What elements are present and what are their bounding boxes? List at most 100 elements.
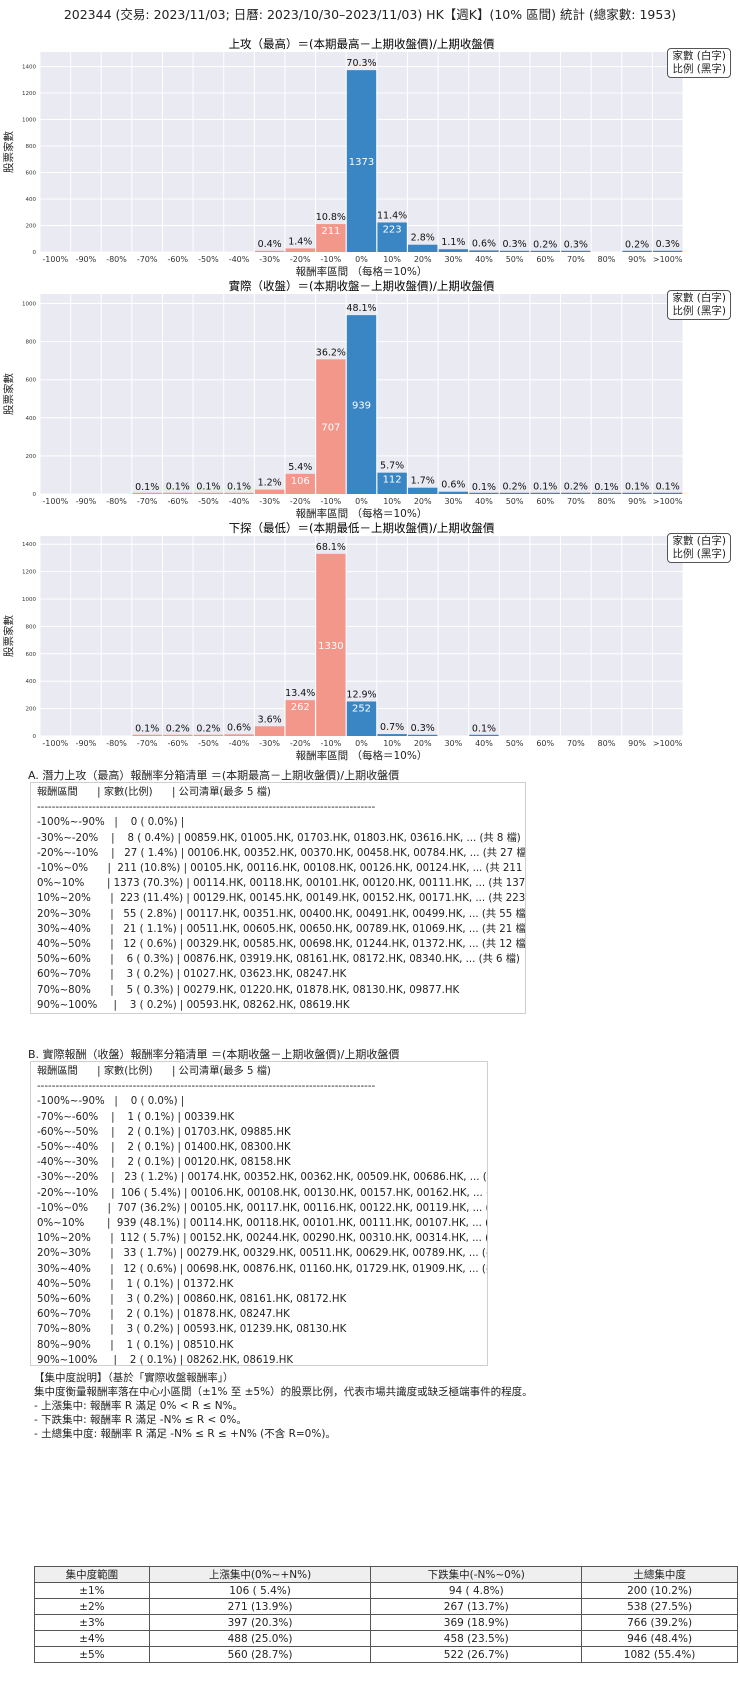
list-item: -100%~-90% | 0 ( 0.0%) | bbox=[37, 817, 185, 829]
list-item: 0%~10% | 1373 (70.3%) | 00114.HK, 00118.… bbox=[37, 878, 526, 890]
x-tick-label: -30% bbox=[259, 497, 280, 506]
table-cell: ±1% bbox=[34, 1582, 150, 1599]
x-tick-label: 70% bbox=[567, 497, 585, 506]
bar bbox=[438, 491, 469, 494]
x-tick-label: -20% bbox=[290, 255, 311, 264]
y-tick-label: 1400 bbox=[22, 542, 36, 548]
x-tick-label: -70% bbox=[137, 739, 158, 748]
list-item: 報酬區間 | 家數(比例) | 公司清單(最多 5 檔) bbox=[37, 1066, 271, 1077]
x-tick-label: 50% bbox=[506, 739, 524, 748]
y-tick-label: 400 bbox=[26, 416, 37, 422]
bar bbox=[469, 492, 499, 494]
list-item: -10%~0% | 707 (36.2%) | 00105.HK, 00117.… bbox=[37, 1202, 487, 1214]
y-axis-label: 股票家數 bbox=[2, 131, 15, 173]
x-tick-label: 30% bbox=[444, 255, 462, 264]
chart-title: 實際（收盤）＝(本期收盤－上期收盤價)/上期收盤價 bbox=[229, 279, 495, 293]
bar bbox=[132, 492, 162, 494]
table-cell: 458 (23.5%) bbox=[370, 1630, 583, 1647]
table-row: ±1% 106 ( 5.4%) 94 ( 4.8%) 200 (10.2%) bbox=[34, 1582, 738, 1599]
bar bbox=[561, 250, 591, 252]
x-tick-label: 40% bbox=[475, 497, 493, 506]
bar-percent-label: 0.3% bbox=[656, 239, 680, 250]
concentration-heading: 【集中度說明】（基於「實際收盤報酬率」） bbox=[34, 1372, 234, 1384]
bar-percent-label: 0.2% bbox=[196, 724, 220, 735]
y-axis-label: 股票家數 bbox=[2, 373, 15, 415]
bar-count-label: 106 bbox=[291, 476, 310, 487]
x-tick-label: 10% bbox=[383, 497, 401, 506]
table-cell: ±4% bbox=[34, 1630, 150, 1647]
x-tick-label: -100% bbox=[42, 255, 68, 264]
page-title: 202344 (交易: 2023/11/03; 日曆: 2023/10/30–2… bbox=[63, 7, 677, 22]
list-item: -100%~-90% | 0 ( 0.0%) | bbox=[37, 1096, 185, 1108]
bar bbox=[499, 492, 530, 494]
table-cell: 267 (13.7%) bbox=[370, 1598, 583, 1615]
chart-actual-close: 實際（收盤）＝(本期收盤－上期收盤價)/上期收盤價 0 200 400 600 800 10… bbox=[2, 279, 684, 520]
bar-percent-label: 3.6% bbox=[258, 714, 282, 725]
list-item: 70%~80% | 3 ( 0.2%) | 00593.HK, 01239.HK… bbox=[37, 1324, 347, 1336]
concentration-description: 集中度衡量報酬率落在中心小區間（±1% 至 ±5%）的股票比例，代表市場共識度或… bbox=[34, 1386, 533, 1398]
x-tick-label: 60% bbox=[536, 255, 554, 264]
bar-percent-label: 0.2% bbox=[564, 481, 588, 492]
list-item: -70%~-60% | 1 ( 0.1%) | 00339.HK bbox=[37, 1111, 235, 1123]
bar bbox=[285, 473, 315, 494]
bar bbox=[622, 492, 652, 494]
bar-percent-label: 5.4% bbox=[288, 462, 312, 473]
bar-percent-label: 48.1% bbox=[346, 303, 376, 314]
x-tick-label: 90% bbox=[628, 497, 646, 506]
bar bbox=[163, 492, 193, 494]
bar-percent-label: 0.1% bbox=[196, 482, 220, 493]
bar bbox=[163, 734, 193, 736]
bar bbox=[438, 249, 469, 252]
bar-percent-label: 68.1% bbox=[316, 542, 346, 553]
y-tick-label: 200 bbox=[26, 454, 37, 460]
x-tick-label: 80% bbox=[598, 255, 616, 264]
bar bbox=[408, 734, 438, 736]
list-item: -60%~-50% | 2 ( 0.1%) | 01703.HK, 09885.… bbox=[37, 1126, 291, 1138]
bar bbox=[346, 315, 377, 494]
list-item: 10%~20% | 112 ( 5.7%) | 00152.HK, 00244.… bbox=[37, 1233, 487, 1245]
x-tick-label: -80% bbox=[106, 255, 127, 264]
x-tick-label: -10% bbox=[321, 497, 342, 506]
table-header: 下跌集中(-N%~0%) bbox=[370, 1566, 583, 1583]
bar bbox=[285, 700, 315, 736]
bar bbox=[377, 734, 407, 736]
x-tick-label: 10% bbox=[383, 739, 401, 748]
table-row: ±3% 397 (20.3%) 369 (18.9%) 766 (39.2%) bbox=[34, 1614, 738, 1631]
table-cell: 488 (25.0%) bbox=[148, 1630, 372, 1647]
bar bbox=[652, 492, 683, 494]
bar-percent-label: 0.1% bbox=[166, 482, 190, 493]
table-header: 上漲集中(0%~+N%) bbox=[148, 1566, 372, 1583]
table-cell: 1082 (55.4%) bbox=[581, 1646, 738, 1663]
x-tick-label: 40% bbox=[475, 739, 493, 748]
chart-legend: 家數 (白字) 比例 (黑字) bbox=[667, 533, 731, 563]
list-item: 50%~60% | 6 ( 0.3%) | 00876.HK, 03919.HK… bbox=[37, 954, 520, 966]
list-item: 90%~100% | 2 ( 0.1%) | 08262.HK, 08619.H… bbox=[37, 1354, 294, 1366]
y-tick-label: 800 bbox=[26, 340, 37, 346]
bar bbox=[377, 472, 407, 494]
table-cell: 271 (13.9%) bbox=[148, 1598, 372, 1615]
table-header: 集中度範圍 bbox=[34, 1566, 150, 1583]
bar-count-label: 1373 bbox=[349, 157, 374, 168]
bar bbox=[591, 492, 622, 494]
bar bbox=[193, 492, 224, 494]
legend-count-label: 家數 (白字) bbox=[672, 50, 726, 62]
table-cell: 106 ( 5.4%) bbox=[148, 1582, 372, 1599]
y-tick-label: 1000 bbox=[22, 302, 36, 308]
x-tick-label: -60% bbox=[167, 497, 188, 506]
bar-percent-label: 0.2% bbox=[625, 240, 649, 251]
bar bbox=[530, 250, 560, 252]
y-tick-label: 400 bbox=[26, 679, 37, 685]
concentration-rule-total: - 土總集中度: 報酬率 R 滿足 -N% ≤ R ≤ +N% (不含 R=0%… bbox=[34, 1428, 336, 1440]
bar bbox=[285, 248, 315, 252]
chart-upside-high: 上攻（最高）＝(本期最高－上期收盤價)/上期收盤價 0 200 400 600 800 10… bbox=[2, 37, 684, 278]
x-tick-label: 20% bbox=[414, 739, 432, 748]
table-row: ±5% 560 (28.7%) 522 (26.7%) 1082 (55.4%) bbox=[34, 1646, 738, 1663]
list-item: 0%~10% | 939 (48.1%) | 00114.HK, 00118.H… bbox=[37, 1218, 487, 1230]
section-b-title: B. 實際報酬（收盤）報酬率分箱清單 ＝(本期收盤－上期收盤價)/上期收盤價 bbox=[28, 1048, 400, 1061]
list-item: -30%~-20% | 8 ( 0.4%) | 00859.HK, 01005.… bbox=[37, 832, 521, 844]
bar-percent-label: 0.2% bbox=[503, 481, 527, 492]
bar bbox=[377, 222, 407, 252]
x-axis-label: 報酬率區間 （每格＝10%） bbox=[296, 265, 428, 278]
bar bbox=[408, 487, 438, 494]
legend-count-label: 家數 (白字) bbox=[672, 292, 726, 304]
